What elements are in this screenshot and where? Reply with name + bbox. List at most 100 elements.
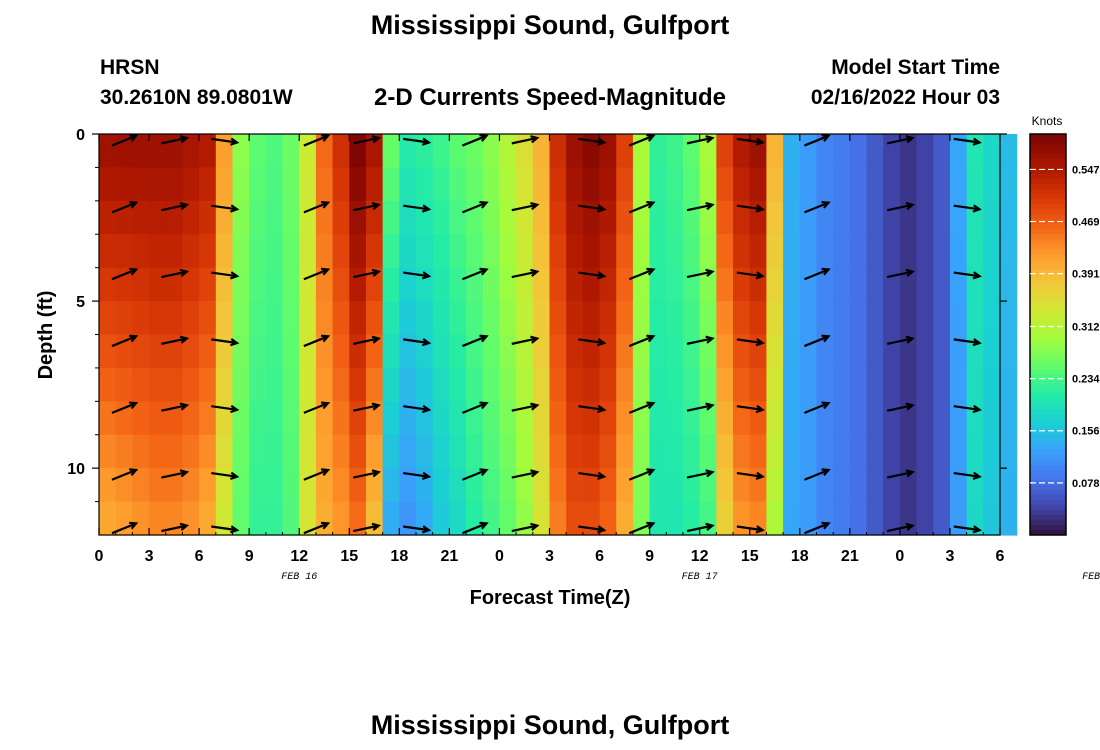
heatmap-cell bbox=[866, 468, 884, 503]
arrow-head bbox=[821, 267, 831, 276]
heatmap-cell bbox=[265, 167, 284, 202]
heatmap-cell bbox=[749, 301, 768, 336]
arrow-head bbox=[179, 522, 190, 531]
arrow-head bbox=[179, 268, 190, 277]
heatmap-cell bbox=[949, 200, 968, 235]
heatmap-cell bbox=[799, 401, 818, 436]
x-date-label: FEB 18 bbox=[1082, 572, 1100, 583]
heatmap-cell bbox=[349, 134, 367, 169]
heatmap-cell bbox=[933, 434, 951, 469]
direction-arrow bbox=[803, 401, 831, 414]
heatmap-cell bbox=[616, 267, 634, 302]
heatmap-cell bbox=[632, 434, 651, 469]
heatmap-cell bbox=[899, 501, 918, 536]
heatmap-cell bbox=[582, 401, 601, 436]
heatmap-cell bbox=[766, 301, 784, 336]
arrow-shaft bbox=[886, 270, 913, 279]
colorbar-swatch bbox=[1030, 164, 1066, 170]
heatmap-cell bbox=[332, 468, 350, 503]
heatmap-cell bbox=[182, 401, 200, 436]
arrow-head bbox=[421, 137, 432, 146]
heatmap-cell bbox=[616, 167, 634, 202]
heatmap-cell bbox=[1000, 134, 1018, 169]
heatmap-cell bbox=[99, 200, 117, 235]
colorbar-swatch bbox=[1030, 234, 1066, 240]
heatmap-cell bbox=[299, 267, 317, 302]
heatmap-cell bbox=[249, 367, 267, 402]
heatmap-cell bbox=[716, 367, 734, 402]
heatmap-cell bbox=[449, 367, 467, 402]
heatmap-cell bbox=[699, 301, 717, 336]
direction-arrow bbox=[578, 471, 607, 480]
colorbar-swatch bbox=[1030, 269, 1066, 275]
colorbar-swatch bbox=[1030, 184, 1066, 190]
arrow-shaft bbox=[211, 204, 238, 211]
heatmap-cell bbox=[365, 501, 384, 536]
colorbar-swatch bbox=[1030, 224, 1066, 230]
arrow-head bbox=[972, 137, 982, 146]
station-coordinates: 30.2610N 89.0801W bbox=[100, 86, 293, 109]
arrow-shaft bbox=[303, 268, 329, 281]
heatmap-cell bbox=[549, 468, 567, 503]
arrow-head bbox=[530, 402, 540, 411]
direction-arrow bbox=[353, 135, 382, 145]
heatmap-cell bbox=[482, 267, 501, 302]
heatmap-cell bbox=[933, 167, 951, 202]
direction-arrow bbox=[578, 338, 607, 347]
heatmap-cell bbox=[432, 167, 450, 202]
heatmap-cell bbox=[699, 434, 717, 469]
heatmap-cell bbox=[649, 334, 667, 369]
arrow-shaft bbox=[402, 405, 430, 411]
arrow-head bbox=[972, 471, 982, 480]
heatmap-cell bbox=[532, 167, 551, 202]
heatmap-cell bbox=[799, 367, 818, 402]
heatmap-cell bbox=[215, 501, 234, 536]
arrow-head bbox=[230, 204, 240, 213]
arrow-head bbox=[821, 521, 831, 530]
heatmap-cell bbox=[733, 301, 751, 336]
heatmap-cell bbox=[265, 134, 284, 169]
heatmap-cell bbox=[365, 301, 384, 336]
arrow-shaft bbox=[803, 268, 829, 281]
arrow-head bbox=[179, 135, 190, 144]
direction-arrow bbox=[402, 271, 432, 280]
heatmap-cell bbox=[582, 468, 601, 503]
direction-arrow bbox=[111, 521, 139, 535]
heatmap-cell bbox=[232, 434, 250, 469]
heatmap-cell bbox=[599, 434, 617, 469]
direction-arrow bbox=[402, 137, 432, 146]
heatmap-cell bbox=[649, 468, 667, 503]
chart-subtitle: 2-D Currents Speed-Magnitude bbox=[373, 84, 727, 111]
heatmap-cell bbox=[933, 367, 951, 402]
colorbar-swatch bbox=[1030, 449, 1066, 456]
direction-arrow bbox=[402, 471, 432, 480]
direction-arrow bbox=[211, 204, 240, 213]
arrow-shaft bbox=[461, 134, 487, 147]
heatmap-cell bbox=[182, 234, 200, 269]
arrow-shaft bbox=[953, 137, 980, 144]
heatmap-cell bbox=[816, 501, 834, 536]
heatmap-cell bbox=[783, 167, 801, 202]
arrow-shaft bbox=[303, 201, 329, 214]
colorbar-swatch bbox=[1030, 189, 1066, 195]
heatmap-cell bbox=[299, 501, 317, 536]
heatmap-cell bbox=[716, 134, 734, 169]
colorbar-swatch bbox=[1030, 359, 1066, 366]
heatmap-cell bbox=[232, 301, 250, 336]
direction-arrow bbox=[686, 335, 715, 345]
heatmap-cell bbox=[115, 234, 133, 269]
heatmap-cell bbox=[866, 501, 884, 536]
heatmap-cell bbox=[899, 334, 918, 369]
heatmap-cell bbox=[733, 501, 751, 536]
direction-arrow bbox=[161, 135, 190, 145]
direction-arrow bbox=[402, 204, 432, 213]
heatmap-cell bbox=[566, 334, 584, 369]
heatmap-cell bbox=[616, 401, 634, 436]
heatmap-cell bbox=[315, 200, 334, 235]
heatmap-cell bbox=[833, 234, 851, 269]
arrow-head bbox=[755, 204, 765, 213]
heatmap-cell bbox=[682, 334, 701, 369]
heatmap-cell bbox=[382, 501, 400, 536]
arrow-shaft bbox=[111, 522, 137, 535]
heatmap-cell bbox=[899, 200, 918, 235]
